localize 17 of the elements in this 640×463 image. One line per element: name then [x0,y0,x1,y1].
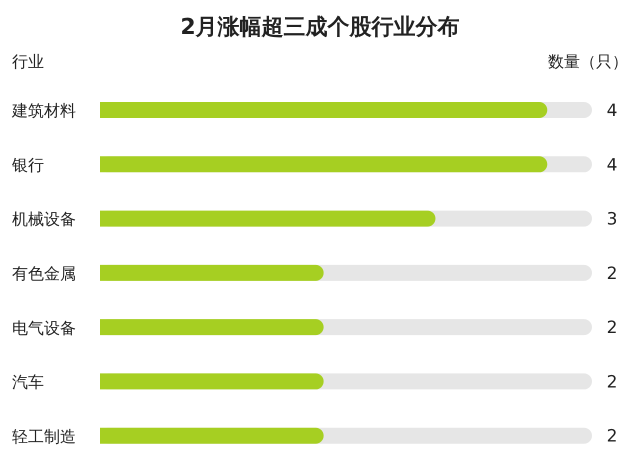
y-tick-label: 有色金属 [12,264,76,283]
y-axis-title: 行业 [12,52,44,73]
chart-title: 2月涨幅超三成个股行业分布 [179,14,461,42]
data-label: 2 [606,318,618,338]
data-label: 3 [606,210,618,230]
data-label: 2 [606,372,618,392]
y-tick-label: 电气设备 [12,318,76,338]
data-label: 4 [606,155,618,176]
y-tick-label: 汽车 [12,372,44,392]
y-tick-label: 轻工制造 [12,426,76,446]
data-label: 4 [606,101,618,121]
y-tick-label: 银行 [11,155,44,174]
y-tick-label: 建筑材料 [11,101,76,120]
x-axis-title: 数量（只） [548,52,628,73]
data-label: 2 [606,426,618,447]
y-tick-label: 机械设备 [12,210,76,229]
data-label: 2 [606,264,618,284]
